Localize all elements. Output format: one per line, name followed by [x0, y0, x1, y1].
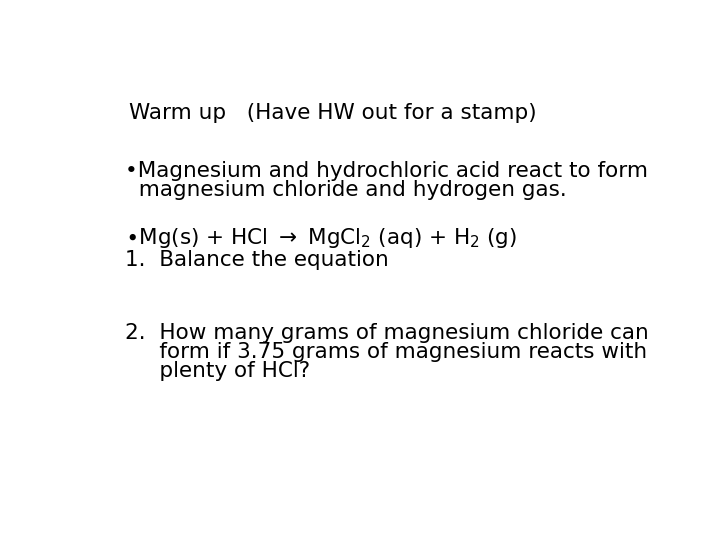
Text: •Magnesium and hydrochloric acid react to form: •Magnesium and hydrochloric acid react t… — [125, 161, 648, 181]
Text: plenty of HCl?: plenty of HCl? — [125, 361, 310, 381]
Text: 2.  How many grams of magnesium chloride can: 2. How many grams of magnesium chloride … — [125, 323, 649, 343]
Text: Warm up   (Have HW out for a stamp): Warm up (Have HW out for a stamp) — [129, 103, 536, 123]
Text: form if 3.75 grams of magnesium reacts with: form if 3.75 grams of magnesium reacts w… — [125, 342, 647, 362]
Text: 1.  Balance the equation: 1. Balance the equation — [125, 249, 389, 269]
Text: $\bullet$Mg(s) + HCl $\rightarrow$ MgCl$_2$ (aq) + H$_2$ (g): $\bullet$Mg(s) + HCl $\rightarrow$ MgCl$… — [125, 226, 517, 251]
Text: magnesium chloride and hydrogen gas.: magnesium chloride and hydrogen gas. — [125, 180, 567, 200]
